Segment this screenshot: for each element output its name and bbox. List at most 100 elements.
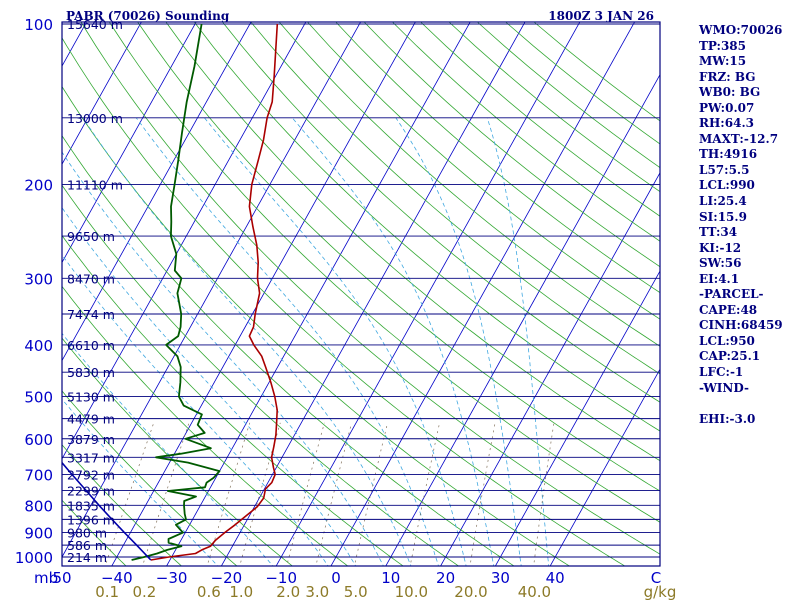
index-item: TH:4916: [699, 147, 758, 162]
moist-adiabat: [395, 117, 522, 566]
dry-adiabat: [62, 285, 349, 566]
mixing-ratio-label: 3.0: [305, 583, 329, 600]
height-label: 3879 m: [67, 432, 115, 447]
moist-adiabat: [82, 117, 412, 566]
isotherm: [62, 22, 142, 166]
height-label: 15640 m: [67, 17, 123, 32]
isotherm: [62, 22, 362, 558]
temperature-tick-label: 40: [546, 569, 565, 587]
mixing-ratio-line: [354, 422, 388, 566]
height-label: 5830 m: [67, 365, 115, 380]
isotherm: [275, 22, 581, 566]
isotherm: [220, 22, 526, 566]
station-title: PABR (70026) Sounding: [66, 9, 230, 23]
index-item: SW:56: [699, 256, 742, 271]
isotherm: [62, 22, 307, 460]
isotherm: [330, 22, 636, 566]
dry-adiabat: [62, 444, 182, 566]
isotherm: [62, 22, 252, 362]
height-label: 5130 m: [67, 390, 115, 405]
pressure-tick-label: 800: [24, 497, 53, 515]
pressure-tick-label: 100: [24, 16, 53, 34]
index-item: TT:34: [699, 225, 738, 240]
pressure-tick-label: 1000: [15, 549, 53, 567]
pressure-tick-label: 600: [24, 431, 53, 449]
dewpoint-profile: [131, 23, 221, 561]
index-item: LI:25.4: [699, 194, 747, 209]
pressure-tick-label: 500: [24, 389, 53, 407]
sounding-time: 1800Z 3 JAN 26: [548, 9, 654, 23]
index-item: CAPE:48: [699, 302, 758, 317]
sounding-profiles: [62, 23, 279, 561]
pressure-tick-label: 200: [24, 176, 53, 194]
dry-adiabat: [62, 337, 293, 566]
mixing-ratio-label: 2.0: [276, 583, 300, 600]
moist-adiabat: [291, 117, 495, 566]
temperature-tick-label: C: [651, 569, 661, 587]
temperature-profile: [150, 23, 279, 561]
isobar-lines: [62, 23, 660, 558]
temperature-tick-label: 50: [52, 569, 71, 587]
temperature-tick-label: 10: [381, 569, 400, 587]
dry-adiabat: [62, 234, 404, 566]
temperature-tick-label: −20: [211, 569, 243, 587]
mixing-ratio-label: 20.0: [454, 583, 487, 600]
pressure-tick-label: 300: [24, 270, 53, 288]
isotherm: [440, 172, 660, 566]
temperature-tick-label: −10: [265, 569, 297, 587]
mixing-ratio-line: [409, 422, 440, 566]
isotherm: [166, 22, 471, 566]
mixing-ratio-label: g/kg: [644, 583, 677, 600]
index-item: EI:4.1: [699, 271, 740, 286]
index-item: LCL:950: [699, 333, 755, 348]
height-label: 1835 m: [67, 498, 115, 513]
height-label: 11110 m: [67, 177, 123, 192]
stability-indices: WMO:70026 TP:385 MW:15 FRZ: BG WB0: BG PW:0.0…: [699, 23, 799, 427]
index-item: CAP:25.1: [699, 349, 761, 364]
height-label: 2792 m: [67, 467, 115, 482]
temperature-tick-label: 20: [436, 569, 455, 587]
height-label: 7474 m: [67, 307, 115, 322]
height-label: 3317 m: [67, 450, 115, 465]
pressure-tick-label: 900: [24, 525, 53, 543]
mixing-ratio-line: [104, 422, 155, 566]
isotherm: [111, 22, 416, 566]
index-item: L57:5.5: [699, 162, 750, 177]
index-item: PW:0.07: [699, 100, 755, 115]
index-item: TP:385: [699, 38, 747, 53]
mixing-ratio-label: 40.0: [518, 583, 551, 600]
mixing-ratio-label: 0.2: [132, 583, 156, 600]
mixing-ratio-line: [239, 422, 281, 566]
height-label: 980 m: [67, 526, 107, 541]
mixing-ratio-line: [469, 422, 496, 566]
index-item: MAXT:-12.7: [699, 131, 779, 146]
mixing-ratio-label: 0.1: [95, 583, 119, 600]
parcel-path: [62, 461, 152, 561]
mixing-ratio-line: [315, 422, 352, 566]
height-label: 13000 m: [67, 111, 123, 126]
height-label: 8470 m: [67, 271, 115, 286]
height-label: 586 m: [67, 538, 107, 553]
index-item: RH:64.3: [699, 116, 754, 131]
dry-adiabat: [62, 499, 127, 566]
index-item: WMO:70026: [699, 23, 783, 37]
index-item: MW:15: [699, 54, 747, 69]
index-item: SI:15.9: [699, 209, 747, 224]
mixing-ratio-line: [142, 422, 190, 566]
dry-adiabat: [80, 22, 660, 555]
index-item: -PARCEL-: [699, 287, 764, 302]
index-item: LCL:990: [699, 178, 755, 193]
pressure-tick-label: 400: [24, 337, 53, 355]
height-label: 2299 m: [67, 483, 115, 498]
isotherm: [62, 22, 197, 264]
isotherm: [494, 270, 660, 566]
temperature-tick-label: −40: [101, 569, 133, 587]
pressure-unit-label: mb: [34, 569, 58, 587]
mixing-ratio-label: 0.6: [197, 583, 221, 600]
height-label: 1396 m: [67, 512, 115, 527]
mixing-ratio-label: 1.0: [229, 583, 253, 600]
temperature-tick-label: −30: [156, 569, 188, 587]
